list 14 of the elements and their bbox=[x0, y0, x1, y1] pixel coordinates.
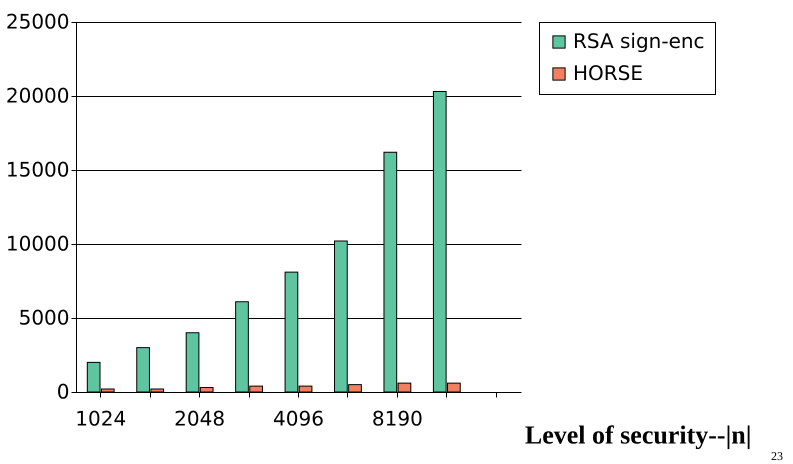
legend-label: HORSE bbox=[573, 61, 644, 85]
x-tick-label: 8190 bbox=[372, 406, 423, 430]
y-tick-label: 0 bbox=[56, 380, 70, 404]
x-tick-label: 4096 bbox=[273, 406, 324, 430]
legend-label: RSA sign-enc bbox=[573, 29, 705, 53]
x-tick-label: 1024 bbox=[75, 406, 126, 430]
y-tick-label: 15000 bbox=[6, 158, 70, 182]
y-tick-label: 20000 bbox=[6, 84, 70, 108]
y-tick-label: 5000 bbox=[18, 306, 70, 330]
text: 23 bbox=[771, 449, 783, 464]
y-tick-label: 25000 bbox=[6, 10, 70, 34]
y-tick-label: 10000 bbox=[6, 232, 70, 256]
x-tick-label: 2048 bbox=[174, 406, 226, 430]
x-axis-title: Level of security--|n| bbox=[524, 420, 752, 450]
